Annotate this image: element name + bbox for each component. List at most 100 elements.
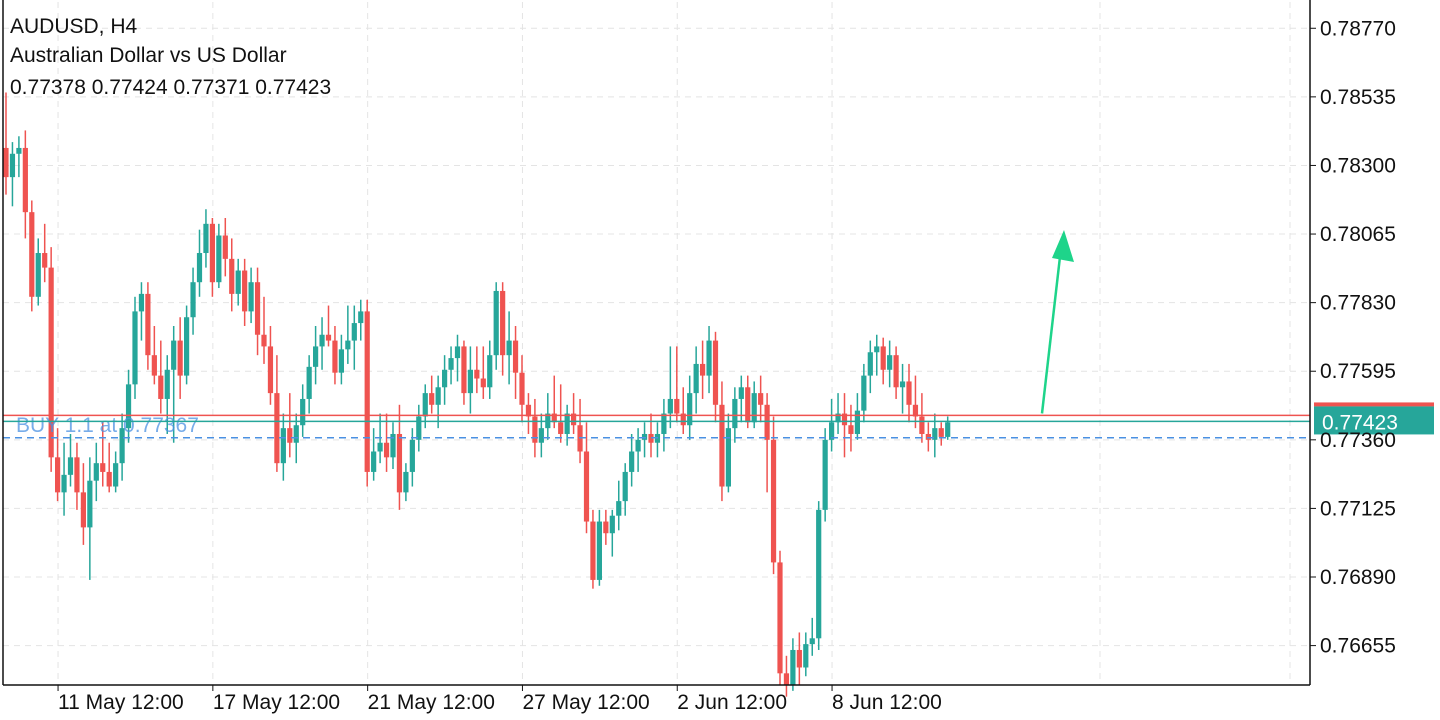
- ask-price-tag: [1314, 402, 1434, 407]
- candle-body: [396, 433, 403, 493]
- candle: [61, 442, 67, 516]
- candle: [100, 422, 106, 487]
- symbol-description: Australian Dollar vs US Dollar: [10, 44, 287, 67]
- y-tick-label: 0.76890: [1320, 566, 1396, 589]
- candle-body: [506, 340, 512, 356]
- bid-price-tag: [1314, 406, 1434, 435]
- candle: [332, 325, 338, 385]
- candle-body: [261, 334, 267, 347]
- candle: [184, 305, 190, 385]
- candle-body: [693, 363, 699, 394]
- candle: [545, 393, 551, 440]
- candle-body: [635, 439, 641, 452]
- candle-body: [293, 425, 299, 443]
- candle-body: [571, 413, 577, 426]
- candle-body: [493, 290, 499, 356]
- candle-body: [790, 649, 796, 685]
- candle: [751, 381, 757, 429]
- candle-body: [912, 404, 919, 417]
- candle-body: [325, 334, 332, 341]
- candle: [229, 238, 235, 312]
- candle-body: [3, 147, 9, 178]
- candle: [280, 413, 286, 481]
- candle: [790, 638, 796, 691]
- candle-body: [132, 311, 138, 385]
- candle-body: [229, 258, 235, 294]
- candle: [700, 340, 706, 399]
- candle-body: [816, 509, 822, 639]
- candle: [325, 305, 332, 347]
- candle-body: [209, 223, 215, 283]
- candle: [467, 346, 473, 414]
- candle: [661, 398, 667, 452]
- candle: [899, 363, 906, 414]
- candle-body: [106, 471, 112, 487]
- candle: [409, 428, 415, 487]
- candle-body: [674, 398, 680, 414]
- candle-body: [938, 428, 944, 437]
- candle: [216, 223, 222, 289]
- candle-body: [751, 393, 757, 423]
- candle-body: [932, 428, 938, 440]
- candle-body: [55, 457, 61, 493]
- candle: [809, 617, 815, 656]
- x-tick-label: 11 May 12:00: [58, 691, 184, 714]
- candle: [919, 393, 925, 443]
- candle: [841, 393, 848, 458]
- candle-body: [480, 378, 486, 388]
- candle: [493, 282, 499, 370]
- candle-body: [113, 463, 119, 487]
- candle-body: [512, 340, 519, 373]
- candle-body: [448, 358, 454, 370]
- candle-body: [319, 334, 325, 347]
- candle: [74, 442, 80, 510]
- candle: [641, 422, 648, 458]
- candle: [364, 299, 370, 487]
- candle-body: [945, 422, 951, 437]
- x-tick-label: 27 May 12:00: [522, 691, 649, 714]
- candle: [16, 136, 22, 178]
- candle: [113, 451, 119, 493]
- candle-body: [558, 422, 564, 434]
- candle: [680, 387, 686, 434]
- candle: [622, 463, 628, 516]
- candle-body: [61, 474, 67, 493]
- candle: [416, 404, 422, 452]
- x-tick-label: 8 Jun 12:00: [832, 691, 942, 714]
- candle-body: [87, 480, 93, 528]
- y-tick-label: 0.77125: [1320, 497, 1396, 520]
- candle-body: [442, 369, 448, 388]
- candle-body: [712, 340, 719, 405]
- candle-body: [338, 349, 344, 373]
- candle: [932, 413, 938, 458]
- y-tick-label: 0.77360: [1320, 429, 1396, 452]
- candle-body: [706, 340, 712, 376]
- candle-body: [854, 410, 860, 434]
- candle: [125, 369, 132, 443]
- candle-body: [235, 270, 241, 294]
- candle-body: [280, 428, 286, 464]
- candle-body: [138, 293, 145, 312]
- candle: [461, 340, 467, 405]
- candle-body: [532, 416, 538, 443]
- candle: [3, 92, 9, 195]
- x-tick-label: 2 Jun 12:00: [677, 691, 787, 714]
- candle-body: [893, 355, 899, 388]
- y-tick-label: 0.78065: [1320, 223, 1396, 246]
- candle-body: [474, 369, 480, 379]
- candle-body: [803, 644, 809, 668]
- candle-body: [525, 404, 532, 417]
- candle-body: [274, 393, 280, 464]
- candle: [506, 311, 512, 385]
- candle-body: [829, 422, 835, 440]
- candle-body: [590, 521, 596, 580]
- candle-body: [171, 340, 177, 370]
- candle: [274, 355, 280, 472]
- candle: [55, 428, 61, 502]
- candle: [203, 209, 209, 268]
- candle-body: [899, 381, 906, 388]
- candle-body: [467, 369, 473, 394]
- candle: [712, 331, 719, 423]
- candle: [764, 393, 770, 493]
- candle: [583, 422, 590, 534]
